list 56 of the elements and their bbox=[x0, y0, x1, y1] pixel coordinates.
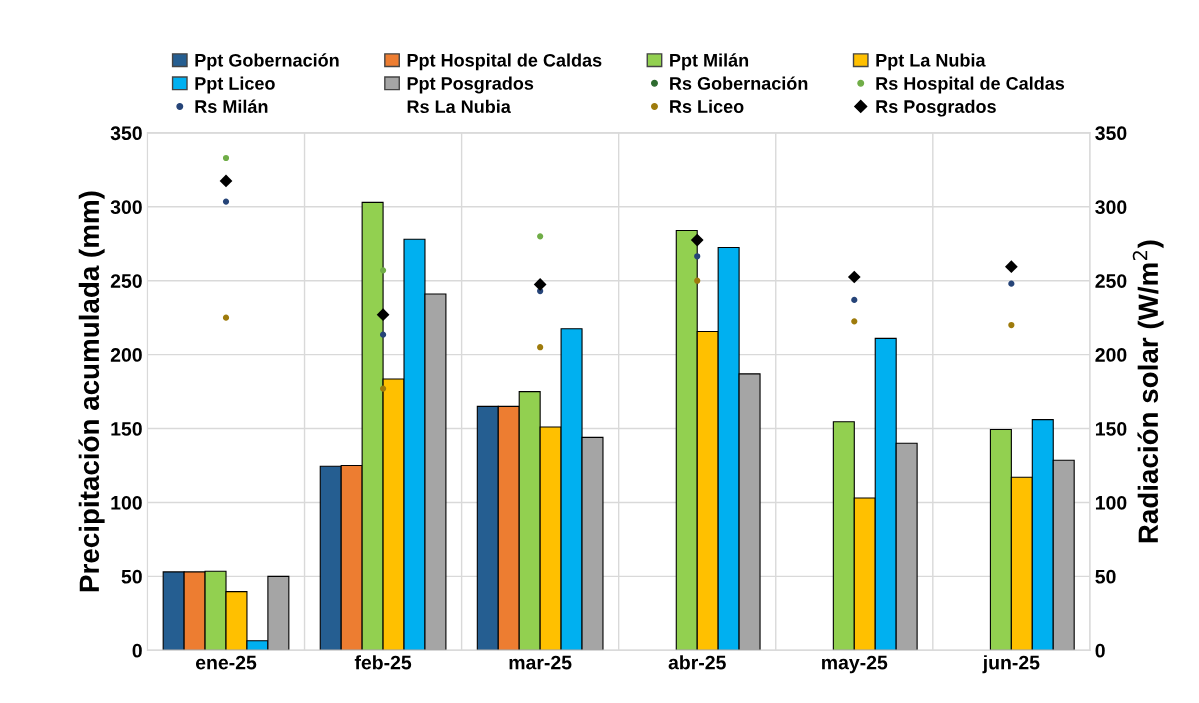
point bbox=[690, 233, 704, 247]
y-axis-title: Precipitación acumulada (mm) bbox=[78, 191, 105, 592]
y2-tick-label: 350 bbox=[1095, 126, 1127, 141]
text: Rs La Nubia bbox=[407, 99, 511, 114]
x-tick-label: jun-25 bbox=[982, 655, 1040, 674]
point bbox=[694, 253, 701, 260]
point bbox=[379, 267, 387, 274]
legend-label: Rs Milán bbox=[195, 99, 268, 113]
legend-label: Rs Hospital de Caldas bbox=[876, 76, 1065, 94]
point bbox=[851, 318, 858, 325]
legend-label: Ppt Hospital de Caldas bbox=[407, 53, 602, 71]
y2-tick-label: 200 bbox=[1095, 348, 1127, 362]
x-tick-label: mar-25 bbox=[509, 655, 572, 670]
point bbox=[533, 278, 547, 291]
point bbox=[222, 154, 230, 162]
y2-tick-label: 150 bbox=[1095, 422, 1127, 436]
x-tick-label: may-25 bbox=[822, 655, 888, 674]
point bbox=[851, 296, 858, 304]
point bbox=[222, 198, 230, 205]
point bbox=[219, 174, 233, 188]
y2-tick-label: 250 bbox=[1095, 274, 1127, 288]
x-tick-label: feb-25 bbox=[354, 655, 412, 670]
legend-label: Rs Posgrados bbox=[876, 99, 996, 117]
point bbox=[847, 270, 861, 284]
y-tick-label: 100 bbox=[111, 495, 142, 510]
y-tick-label: 250 bbox=[110, 274, 142, 288]
point bbox=[376, 308, 390, 322]
y-tick-label: 150 bbox=[111, 422, 142, 436]
x-tick-label: ene-25 bbox=[195, 655, 257, 670]
point bbox=[694, 277, 701, 284]
legend-label: Ppt La Nubia bbox=[876, 53, 986, 71]
point bbox=[537, 233, 544, 240]
point bbox=[537, 344, 544, 351]
point bbox=[379, 331, 387, 338]
point bbox=[379, 385, 387, 392]
legend-label: Ppt Liceo bbox=[195, 76, 275, 94]
x-tick-label: abr-25 bbox=[668, 655, 726, 670]
point bbox=[222, 314, 230, 321]
y2-tick-label: 100 bbox=[1095, 495, 1127, 510]
legend-label: Ppt Gobernación bbox=[195, 53, 339, 71]
y2-axis-title: Radiación solar (W/m$^{2}$) bbox=[1132, 240, 1164, 543]
point bbox=[1004, 260, 1018, 274]
y-tick-label: 300 bbox=[110, 200, 142, 215]
legend-label: Rs Liceo bbox=[670, 99, 744, 113]
y2-tick-label: 300 bbox=[1095, 200, 1127, 215]
legend-label: Ppt Milán bbox=[670, 53, 749, 71]
point bbox=[1008, 321, 1015, 329]
point bbox=[1008, 280, 1015, 287]
y-tick-label: 0 bbox=[132, 643, 142, 658]
legend-label: Rs Gobernación bbox=[670, 76, 808, 90]
y-tick-label: 350 bbox=[110, 126, 142, 141]
y2-tick-label: 50 bbox=[1095, 569, 1116, 584]
y-tick-label: 200 bbox=[110, 348, 142, 362]
y2-tick-label: 0 bbox=[1095, 643, 1105, 658]
y-tick-label: 50 bbox=[121, 569, 142, 584]
legend-label: Ppt Posgrados bbox=[407, 76, 534, 94]
